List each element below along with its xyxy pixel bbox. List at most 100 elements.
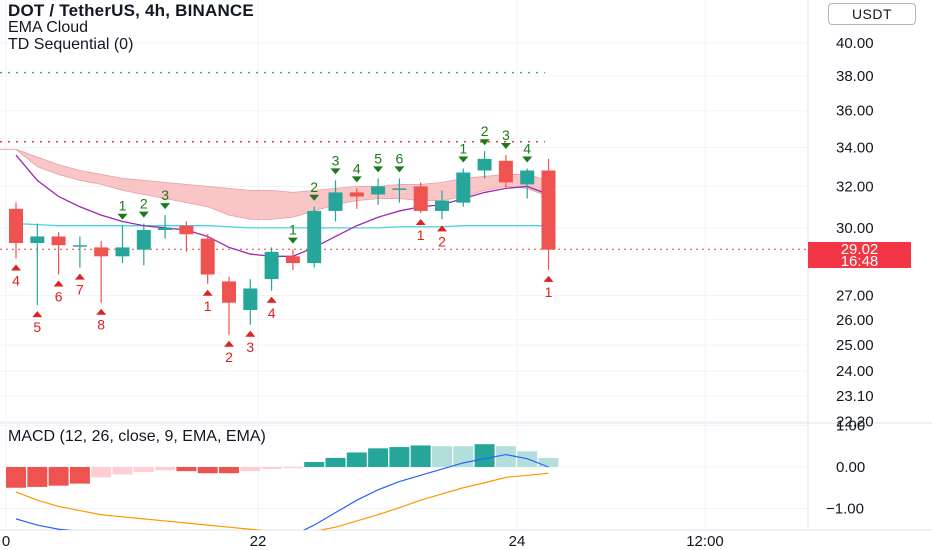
td-buy-count: 1 <box>119 198 127 214</box>
candle-body <box>413 186 428 211</box>
candle-body <box>179 225 194 235</box>
price-tick-label: 26.00 <box>836 312 874 329</box>
td-buy-count: 2 <box>310 179 318 195</box>
candle-body <box>285 256 300 264</box>
candle-body <box>392 188 407 190</box>
indicator-td-sequential[interactable]: TD Sequential (0) <box>8 36 134 53</box>
td-buy-arrow <box>522 156 533 163</box>
td-sell-count: 6 <box>55 288 63 304</box>
macd-line <box>15 453 549 530</box>
candle-body <box>115 247 130 257</box>
symbol-title[interactable]: DOT / TetherUS, 4h, BINANCE <box>8 1 254 20</box>
candle-body <box>456 172 471 203</box>
time-tick-label: 12:00 <box>686 533 724 550</box>
price-tick-label: 27.00 <box>836 288 874 305</box>
price-tick-label: 34.00 <box>836 139 874 156</box>
price-tick-label: 32.00 <box>836 178 874 195</box>
candle-body <box>520 170 535 185</box>
macd-histogram-bar <box>410 445 431 467</box>
td-sell-count: 1 <box>204 298 212 314</box>
td-sell-arrow <box>437 225 447 232</box>
macd-histogram-bar <box>538 457 559 467</box>
td-buy-count: 3 <box>161 187 169 203</box>
td-sell-arrow <box>32 311 43 318</box>
last-price-value: 29.02 <box>840 241 879 258</box>
macd-histogram-bar <box>304 462 325 467</box>
td-buy-arrow <box>479 139 490 146</box>
time-tick-label: 24 <box>509 533 526 550</box>
td-buy-arrow <box>373 166 384 173</box>
bar-countdown: 16:48 <box>840 253 879 270</box>
td-buy-arrow <box>394 166 405 173</box>
currency-button[interactable]: USDT <box>828 3 916 25</box>
td-buy-count: 5 <box>374 150 382 166</box>
candle-body <box>264 251 279 280</box>
candle-body <box>541 170 556 250</box>
macd-histogram-bar <box>495 446 516 467</box>
price-tick-label: 22.20 <box>836 413 874 430</box>
macd-histogram-bar <box>69 467 90 484</box>
td-sell-arrow <box>96 308 107 315</box>
td-sell-count: 2 <box>225 349 233 365</box>
td-sell-count: 5 <box>33 319 41 335</box>
td-sell-count: 3 <box>246 339 254 355</box>
price-tick-label: 40.00 <box>836 35 874 52</box>
td-buy-arrow <box>117 213 128 220</box>
horizontal-levels <box>0 71 808 250</box>
candle-body <box>328 192 343 211</box>
macd-tick-label: 0.00 <box>836 459 865 476</box>
ema-cyan-line <box>15 222 549 229</box>
macd-histogram-bar <box>176 467 197 472</box>
td-buy-count: 2 <box>140 196 148 212</box>
macd-histogram-bar <box>261 467 282 470</box>
macd-histogram-bar <box>155 467 176 471</box>
candle-body <box>200 238 215 275</box>
macd-histogram-bar <box>197 467 218 474</box>
td-sell-arrow <box>543 275 554 282</box>
last-price-badge: 29.02 16:48 <box>808 241 911 270</box>
td-buy-arrow <box>287 237 298 244</box>
candle-body <box>243 288 258 310</box>
td-buy-count: 4 <box>523 141 531 157</box>
candle-body <box>477 158 492 171</box>
price-axis[interactable]: 40.00 38.00 36.00 34.00 32.00 30.00 27.00 26.00… <box>826 35 874 518</box>
macd-histogram-bar <box>240 467 261 472</box>
td-buy-arrow <box>330 168 341 175</box>
macd-histogram-bar <box>133 467 154 472</box>
macd-pane <box>6 444 559 530</box>
td-sell-arrow <box>74 273 85 280</box>
td-buy-count: 1 <box>289 222 297 238</box>
td-buy-count: 3 <box>502 127 510 143</box>
td-buy-count: 4 <box>353 160 361 176</box>
td-buy-arrow <box>500 143 511 150</box>
candle-body <box>72 245 87 247</box>
td-sell-count: 1 <box>417 227 425 243</box>
macd-histogram-bar <box>112 467 133 475</box>
candle-body <box>498 160 513 183</box>
td-buy-count: 1 <box>459 141 467 157</box>
td-buy-arrow <box>351 176 362 183</box>
candle-body <box>136 229 151 250</box>
td-buy-arrow <box>309 194 320 201</box>
td-buy-count: 6 <box>396 150 404 166</box>
macd-histogram-bar <box>389 447 410 467</box>
indicator-ema-cloud[interactable]: EMA Cloud <box>8 19 89 36</box>
macd-histogram-bar <box>368 448 389 467</box>
macd-legend[interactable]: MACD (12, 26, close, 9, EMA, EMA) <box>8 428 266 445</box>
macd-histogram-bar <box>453 446 474 467</box>
candles <box>9 151 556 335</box>
td-sell-arrow <box>11 264 21 271</box>
candle-body <box>371 186 386 195</box>
macd-histogram-bar <box>48 467 69 486</box>
chart-legend: DOT / TetherUS, 4h, BINANCE EMA Cloud TD… <box>8 2 254 53</box>
candle-body <box>30 236 45 244</box>
time-axis[interactable]: 0 22 24 12:00 <box>2 533 724 550</box>
td-buy-arrow <box>138 211 149 218</box>
macd-histogram-bar <box>91 467 112 478</box>
td-buy-count: 2 <box>481 123 489 139</box>
candle-body <box>349 192 364 197</box>
candle-body <box>94 247 109 257</box>
price-tick-label: 36.00 <box>836 103 874 120</box>
td-sell-count: 2 <box>438 233 446 249</box>
